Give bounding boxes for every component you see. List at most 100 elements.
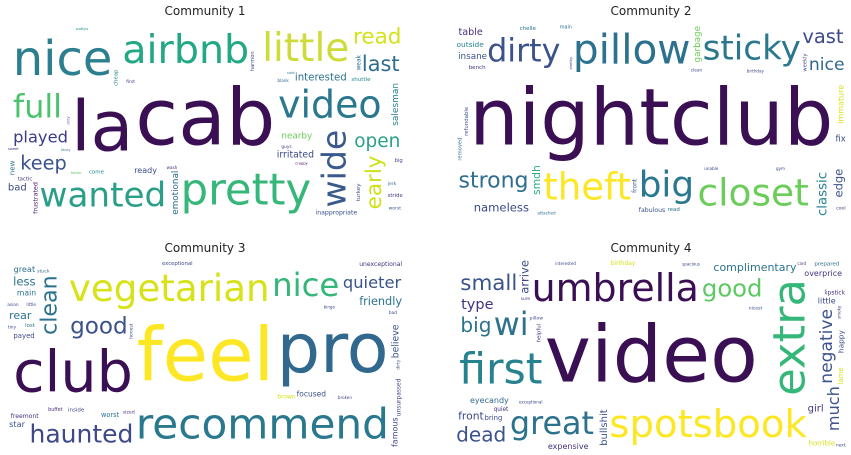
word: better: [71, 171, 83, 175]
word: strong: [459, 169, 529, 194]
word: unsurpassed: [396, 378, 402, 416]
word: crappy: [295, 161, 308, 165]
word: quiet: [494, 407, 509, 413]
word: sticky: [703, 29, 801, 69]
word: main: [560, 25, 572, 31]
word: shelby: [568, 56, 573, 69]
word: dead: [456, 423, 506, 447]
word: nicest: [749, 306, 763, 312]
word: vast: [802, 25, 843, 48]
word: fix: [836, 134, 846, 144]
word: spotsbook: [609, 402, 807, 447]
word: fabulous: [639, 207, 665, 214]
word: pillow: [573, 25, 691, 73]
word: prepared: [814, 262, 839, 268]
word: fancy: [61, 148, 70, 152]
word: nice: [809, 55, 845, 75]
word: great: [14, 264, 36, 274]
word: come: [89, 170, 105, 176]
word: pattys: [76, 26, 88, 31]
word: insane: [458, 52, 487, 62]
word: girl: [808, 403, 824, 414]
word: blank: [278, 78, 290, 83]
word: airbnb: [122, 27, 249, 73]
word: salesman: [391, 83, 401, 126]
word: open: [354, 131, 400, 152]
word: bench: [469, 65, 486, 71]
word: dirty: [487, 32, 560, 69]
word: complimentary: [713, 261, 797, 274]
word: nameless: [474, 200, 529, 214]
word: classic: [816, 172, 831, 216]
panel-title: Community 2: [610, 4, 692, 18]
word: lame: [837, 367, 845, 384]
word: asian: [7, 302, 19, 308]
word: unexceptional: [359, 261, 402, 268]
word: broken: [338, 395, 352, 400]
word: cool: [836, 206, 846, 212]
word-cloud: nightclub big pillow theft sticky closet dirty…: [455, 22, 847, 217]
word: harmon: [250, 51, 256, 71]
word: stuck: [37, 269, 50, 275]
word: brown: [277, 394, 295, 400]
panel-community-3: Community 3 feel club pro recommend vegetari…: [6, 241, 404, 454]
word: exceptional: [162, 261, 193, 267]
word: clean: [691, 67, 703, 73]
panel-community-1: Community 1 cab video la airbnb pretty nice wa…: [6, 4, 404, 217]
word: feel: [137, 313, 274, 399]
word: arrive: [518, 260, 532, 294]
word: believe: [390, 324, 401, 358]
word: worst: [101, 411, 120, 419]
word: little: [262, 26, 349, 71]
word: expensive: [548, 442, 589, 451]
word: eyecandy: [470, 396, 509, 405]
panel-title: Community 4: [610, 241, 692, 255]
word: edge: [832, 169, 846, 198]
word: spacious: [682, 261, 700, 266]
word: read: [353, 24, 401, 49]
word: turkey: [356, 183, 362, 202]
word: horrible: [809, 439, 836, 447]
word: good: [702, 274, 763, 303]
word: great: [510, 405, 594, 442]
word: played: [13, 128, 68, 147]
word: immature: [837, 85, 846, 124]
word: tiny: [8, 324, 17, 330]
panel-community-4: Community 4 video umbrella spotsbook extra f…: [455, 241, 847, 454]
word: umbrella: [532, 266, 699, 310]
panel-title: Community 1: [164, 4, 246, 18]
word: inside: [68, 408, 85, 414]
word-cloud-svg: cab video la airbnb pretty nice wanted little wi…: [7, 24, 402, 216]
word: sweet: [8, 147, 19, 151]
word: emotional: [171, 171, 181, 215]
word: video: [545, 311, 758, 401]
word: lost: [25, 323, 35, 329]
word: card: [797, 261, 806, 266]
word: first: [459, 344, 542, 394]
word-cloud: video umbrella spotsbook extra first great goo…: [455, 259, 847, 454]
word: clean: [37, 275, 63, 335]
word: smdh: [530, 165, 543, 195]
word: garbage: [693, 26, 703, 63]
word: vegetarian: [69, 266, 270, 310]
word: happy: [837, 330, 846, 354]
word: outside: [457, 40, 485, 49]
word: overprice: [804, 269, 842, 278]
word: last: [362, 52, 400, 76]
word: nearby: [281, 132, 312, 142]
word: unable: [704, 166, 718, 171]
word: front: [632, 178, 638, 193]
word: exceptional: [519, 400, 543, 405]
word: cheap: [114, 69, 120, 86]
word: wash: [167, 165, 178, 170]
word: birthday: [747, 68, 765, 73]
word: full: [13, 89, 62, 126]
word: less: [13, 274, 35, 288]
word: attached: [537, 211, 556, 216]
word: main: [17, 289, 36, 298]
word: theft: [543, 165, 631, 208]
word: nightclub: [469, 74, 833, 164]
word: birthday: [611, 261, 636, 267]
word: cab: [135, 74, 275, 164]
